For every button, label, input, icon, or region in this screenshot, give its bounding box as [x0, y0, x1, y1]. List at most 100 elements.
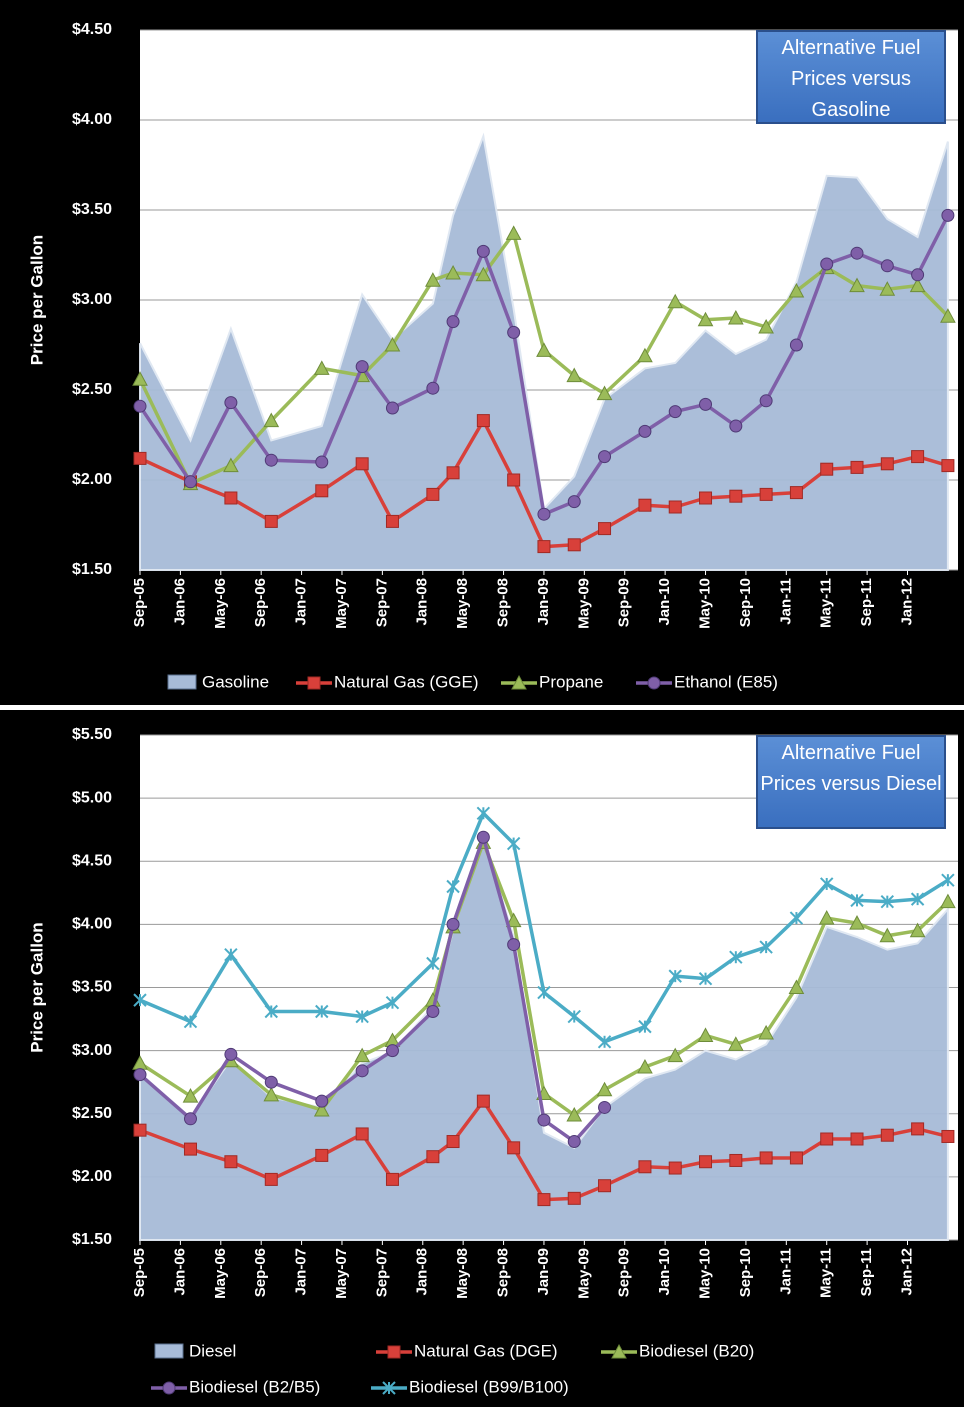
- marker-shape: [315, 455, 329, 469]
- marker-shape: [537, 1193, 551, 1207]
- marker: [476, 414, 490, 428]
- marker: [909, 922, 926, 938]
- marker-shape: [426, 1004, 440, 1018]
- marker-shape: [425, 272, 441, 287]
- marker: [315, 484, 329, 498]
- marker: [511, 674, 527, 690]
- marker: [133, 1068, 147, 1082]
- marker: [307, 676, 321, 690]
- chart-title: Alternative Fuel Prices versus Diesel: [756, 735, 946, 829]
- x-tick-label: Sep-08: [495, 578, 512, 627]
- y-tick-label: $3.50: [72, 201, 112, 218]
- marker-shape: [637, 1058, 653, 1074]
- y-tick-label: $3.00: [72, 1042, 112, 1059]
- marker-shape: [446, 466, 460, 480]
- legend-label: Gasoline: [202, 672, 269, 691]
- marker: [789, 911, 804, 925]
- marker-shape: [505, 912, 522, 928]
- marker: [850, 1132, 864, 1146]
- marker: [820, 1132, 834, 1146]
- marker: [132, 371, 148, 386]
- marker-shape: [133, 451, 147, 465]
- marker: [183, 1142, 197, 1156]
- marker-shape: [911, 268, 925, 282]
- x-tick-label: Jan-08: [414, 1248, 431, 1296]
- marker: [426, 381, 440, 395]
- marker: [385, 514, 399, 528]
- marker: [183, 1014, 198, 1029]
- marker-shape: [446, 1135, 460, 1149]
- marker: [850, 460, 864, 474]
- marker-shape: [789, 1151, 803, 1165]
- marker-shape: [567, 538, 581, 552]
- marker-shape: [727, 309, 744, 325]
- marker-shape: [850, 460, 864, 474]
- x-tick-label: Sep-07: [373, 1248, 390, 1297]
- marker: [183, 475, 197, 489]
- marker: [536, 342, 552, 357]
- marker: [699, 491, 713, 505]
- marker: [729, 419, 743, 433]
- marker: [850, 246, 864, 260]
- marker-shape: [789, 338, 803, 352]
- legend-swatch: [154, 1343, 184, 1359]
- x-tick-label: May-08: [454, 1248, 471, 1299]
- marker: [133, 1123, 147, 1137]
- marker: [567, 1009, 581, 1024]
- marker-shape: [598, 1100, 612, 1114]
- marker: [697, 1027, 714, 1042]
- marker-shape: [183, 1112, 197, 1126]
- marker: [133, 993, 147, 1007]
- marker: [507, 938, 521, 952]
- marker-shape: [224, 491, 238, 505]
- x-tick-label: Sep-10: [737, 1248, 754, 1297]
- x-tick-label: May-08: [454, 578, 471, 629]
- x-tick-label: Sep-11: [858, 1248, 875, 1296]
- marker-shape: [598, 522, 612, 536]
- legend-swatch: [167, 674, 197, 690]
- marker: [315, 1094, 329, 1108]
- marker-shape: [611, 1343, 627, 1359]
- marker: [537, 1113, 551, 1127]
- marker-shape: [264, 453, 278, 467]
- marker-shape: [668, 1161, 682, 1175]
- marker-shape: [536, 342, 552, 357]
- marker: [820, 877, 834, 891]
- marker: [729, 950, 743, 964]
- marker: [759, 940, 773, 954]
- marker-shape: [224, 1047, 238, 1061]
- marker-shape: [315, 1094, 329, 1108]
- marker-shape: [879, 281, 896, 296]
- marker-shape: [307, 676, 321, 690]
- marker-shape: [505, 225, 522, 240]
- y-tick-label: $2.00: [72, 1168, 112, 1185]
- marker: [264, 514, 278, 528]
- marker-shape: [132, 371, 148, 386]
- marker-shape: [183, 1142, 197, 1156]
- marker: [758, 1024, 774, 1040]
- marker: [223, 457, 239, 473]
- marker-shape: [387, 1345, 401, 1359]
- marker-shape: [476, 1094, 490, 1108]
- marker: [382, 1381, 396, 1395]
- marker: [880, 1128, 894, 1142]
- marker: [446, 1135, 460, 1149]
- marker: [759, 487, 773, 501]
- marker-shape: [727, 1036, 744, 1051]
- marker: [699, 397, 713, 411]
- marker: [224, 396, 238, 410]
- marker-shape: [476, 830, 490, 844]
- marker: [820, 462, 834, 476]
- marker: [611, 1343, 627, 1359]
- marker-shape: [133, 399, 147, 413]
- marker-shape: [667, 1047, 684, 1063]
- x-tick-label: Sep-09: [616, 1248, 633, 1297]
- marker-shape: [596, 385, 613, 401]
- marker: [224, 947, 238, 962]
- marker-shape: [537, 1113, 551, 1127]
- marker-shape: [789, 486, 803, 500]
- marker-shape: [699, 1155, 713, 1169]
- marker-shape: [445, 264, 461, 280]
- marker-shape: [476, 244, 490, 258]
